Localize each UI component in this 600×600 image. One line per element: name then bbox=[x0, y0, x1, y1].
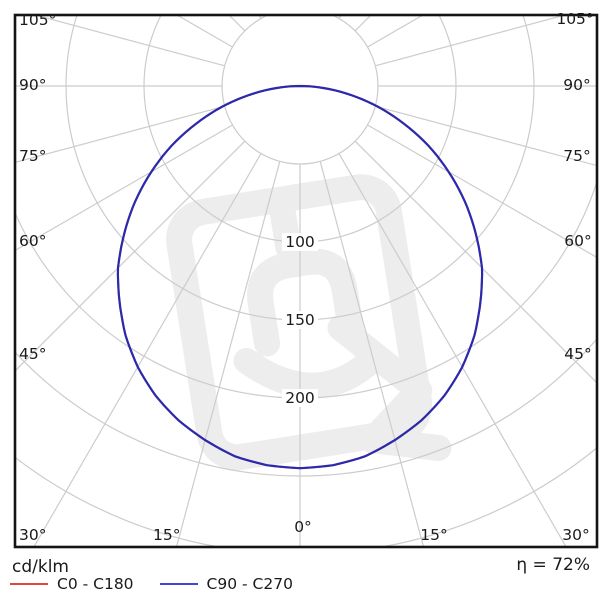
legend-item-c90-c270: C90 - C270 bbox=[159, 575, 293, 593]
angle-tick-label-45deg: 45° bbox=[564, 345, 591, 363]
angle-tick-label-105deg: 105° bbox=[556, 10, 593, 28]
angle-tick-label-75deg: 75° bbox=[19, 147, 46, 165]
angle-tick-label-105deg: 105° bbox=[19, 11, 56, 29]
radial-label-mask bbox=[282, 389, 318, 407]
angle-tick-label-90deg: 90° bbox=[19, 76, 46, 94]
angle-tick-label-90deg: 90° bbox=[563, 76, 590, 94]
grid-spoke-345 bbox=[176, 161, 281, 546]
grid-spoke-15 bbox=[319, 161, 424, 546]
grid-spoke-75 bbox=[375, 105, 596, 166]
efficiency-label: η = 72% bbox=[516, 555, 590, 575]
legend-line-blue-icon bbox=[159, 583, 198, 585]
legend: C0 - C180 C90 - C270 bbox=[10, 575, 293, 593]
angle-tick-label-60deg: 60° bbox=[19, 232, 46, 250]
chart-border bbox=[13, 13, 599, 549]
grid-spoke-330 bbox=[33, 153, 262, 546]
grid-spoke-165 bbox=[320, 0, 465, 11]
radial-label-mask bbox=[282, 233, 318, 251]
angle-tick-label-60deg: 60° bbox=[564, 232, 591, 250]
angle-tick-label-75deg: 75° bbox=[563, 147, 590, 165]
legend-item-c0-c180: C0 - C180 bbox=[10, 575, 134, 593]
grid-spoke-45 bbox=[354, 140, 596, 383]
radial-label-mask bbox=[282, 311, 318, 329]
angle-tick-label-30deg: 30° bbox=[19, 526, 46, 544]
grid-spoke-315 bbox=[16, 140, 246, 371]
radial-tick-label-200: 200 bbox=[285, 389, 315, 407]
curve-c90-c270 bbox=[116, 84, 484, 470]
radial-tick-label-100: 100 bbox=[285, 233, 315, 251]
legend-label-c90-c270: C90 - C270 bbox=[206, 575, 293, 593]
angle-tick-label-30deg: 30° bbox=[562, 526, 589, 544]
grid-spoke-105 bbox=[375, 16, 564, 67]
angle-tick-label-0deg: 0° bbox=[294, 518, 312, 536]
grid-spoke-195 bbox=[134, 0, 279, 11]
angle-tick-label-15deg: 15° bbox=[420, 526, 447, 544]
radial-tick-label-150: 150 bbox=[285, 311, 315, 329]
legend-line-red-icon bbox=[10, 583, 48, 585]
unit-label: cd/klm bbox=[12, 557, 69, 577]
grid-spoke-30 bbox=[338, 153, 567, 546]
grid-spoke-255 bbox=[36, 16, 225, 67]
angle-tick-label-45deg: 45° bbox=[19, 345, 46, 363]
angle-tick-label-15deg: 15° bbox=[153, 526, 180, 544]
grid-spoke-285 bbox=[16, 105, 225, 163]
legend-label-c0-c180: C0 - C180 bbox=[57, 575, 134, 593]
